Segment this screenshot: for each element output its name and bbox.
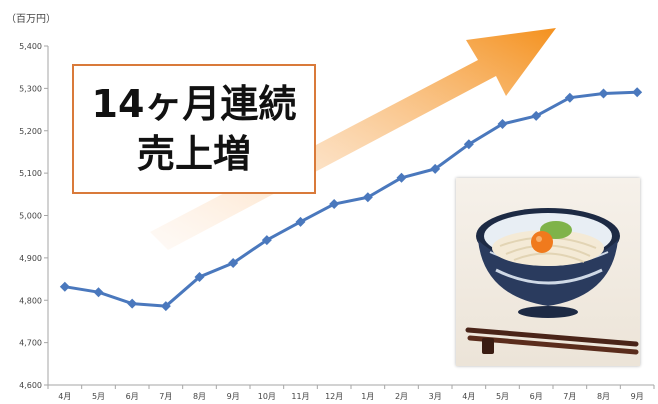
x-tick-label: 4月 [462, 392, 475, 401]
data-point-marker [632, 87, 643, 98]
y-tick-label: 4,600 [19, 381, 42, 390]
headline-box: 14ヶ月連続 売上増 [72, 64, 316, 194]
y-tick-label: 5,300 [19, 84, 42, 93]
x-tick-label: 3月 [429, 392, 442, 401]
x-tick-label: 4月 [58, 392, 71, 401]
data-point-marker [59, 281, 70, 292]
series-polyline [64, 90, 638, 308]
x-tick-label: 6月 [530, 392, 543, 401]
data-point-marker [261, 235, 272, 246]
x-tick-label: 2月 [395, 392, 408, 401]
data-point-marker [463, 139, 474, 150]
data-point-marker [160, 301, 171, 312]
headline-line-2: 売上増 [136, 132, 251, 176]
series-line [59, 87, 643, 312]
x-tick-label: 9月 [227, 392, 240, 401]
x-tick-label: 11月 [291, 392, 309, 401]
data-point-marker [228, 257, 239, 268]
y-tick-label: 4,700 [19, 339, 42, 348]
x-tick-label: 1月 [361, 392, 374, 401]
data-point-marker [329, 199, 340, 210]
trend-arrow [150, 28, 556, 250]
y-tick-label: 5,400 [19, 42, 42, 51]
x-tick-label: 7月 [159, 392, 172, 401]
data-point-marker [531, 110, 542, 121]
x-tick-label: 5月 [92, 392, 105, 401]
y-tick-label: 5,200 [19, 127, 42, 136]
data-point-marker [396, 172, 407, 183]
udon-bowl-image [465, 208, 639, 355]
headline-line-1: 14ヶ月連続 [91, 82, 297, 126]
x-tick-label: 8月 [597, 392, 610, 401]
y-axis-unit-label: （百万円） [6, 14, 56, 25]
y-tick-label: 4,800 [19, 296, 42, 305]
data-point-marker [127, 298, 138, 309]
udon-photo [456, 178, 640, 366]
x-tick-label: 7月 [563, 392, 576, 401]
data-point-marker [430, 163, 441, 174]
x-tick-label: 8月 [193, 392, 206, 401]
data-point-marker [497, 118, 508, 129]
data-point-marker [564, 92, 575, 103]
y-tick-label: 4,900 [19, 254, 42, 263]
data-point-marker [295, 216, 306, 227]
data-point-marker [598, 88, 609, 99]
x-tick-label: 9月 [631, 392, 644, 401]
data-point-marker [362, 192, 373, 203]
x-tick-labels: 4月 5月 6月 7月 8月 9月 10月 11月 12月 1月 2月 3月 4月 5月 6月 7月 8月 9月 [58, 392, 643, 401]
x-tick-label: 12月 [325, 392, 343, 401]
y-tick-label: 5,000 [19, 212, 42, 221]
data-point-marker [93, 287, 104, 298]
axes [44, 45, 655, 389]
x-tick-label: 6月 [126, 392, 139, 401]
data-point-marker [194, 271, 205, 282]
y-tick-labels: 4,600 4,700 4,800 4,900 5,000 5,100 5,200 5,300… [19, 42, 42, 390]
x-tick-label: 5月 [496, 392, 509, 401]
y-tick-label: 5,100 [19, 169, 42, 178]
x-tick-label: 10月 [258, 392, 276, 401]
